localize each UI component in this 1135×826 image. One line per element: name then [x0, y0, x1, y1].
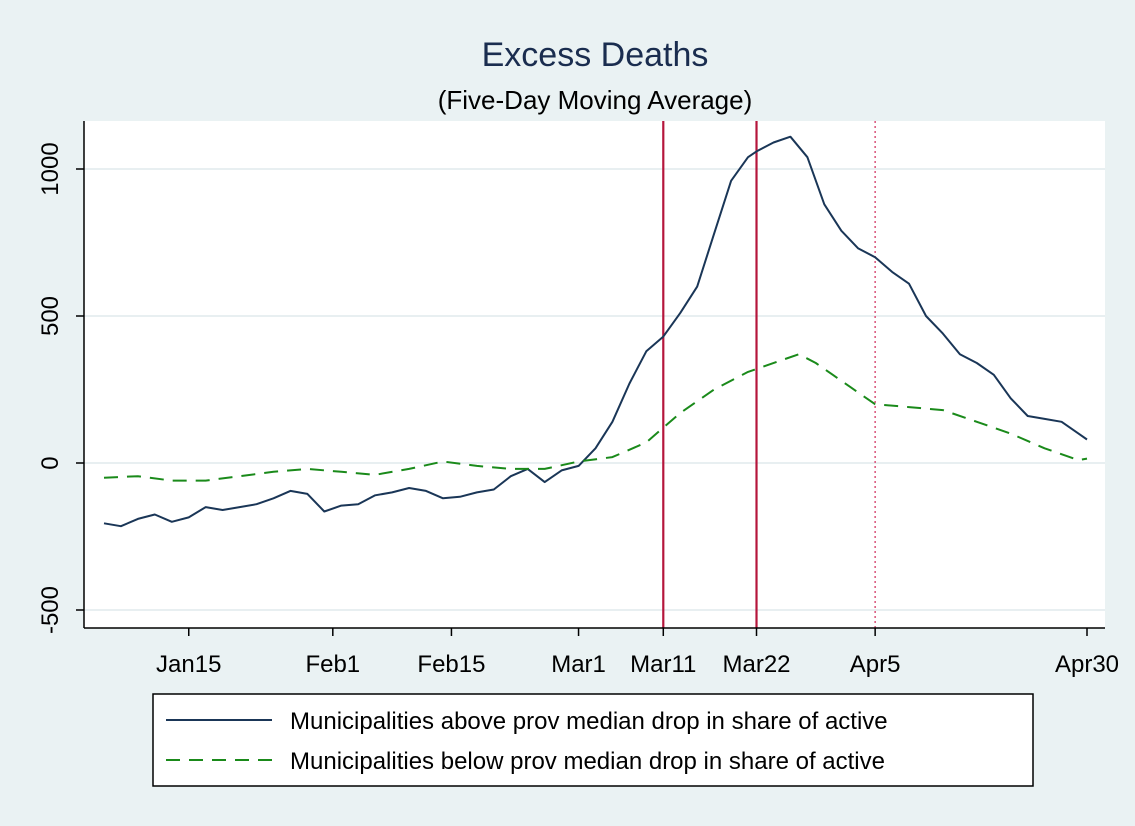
x-axis-ticks: Jan15 Feb1 Feb15 Mar1 Mar11 Mar22 Apr5 Apr30 [156, 628, 1119, 678]
x-tick-label-1: Feb1 [305, 651, 360, 678]
series-lines [103, 135, 1088, 528]
reference-lines [662, 121, 876, 628]
legend-box [152, 693, 1034, 787]
x-tick-label-6: Apr5 [850, 651, 901, 678]
x-tick-label-5: Mar22 [722, 651, 790, 678]
y-tick-label-3: 1000 [37, 142, 64, 195]
legend-label-above: Municipalities above prov median drop in… [290, 708, 888, 735]
x-tick-label-7: Apr30 [1055, 651, 1119, 678]
series-line-0 [103, 135, 1088, 528]
y-tick-label-0: -500 [37, 586, 64, 634]
chart-subtitle: (Five-Day Moving Average) [438, 85, 753, 115]
series-line-1 [103, 353, 1088, 482]
plot-area [84, 121, 1105, 628]
axes [83, 121, 1105, 629]
y-axis-ticks: -500 0 500 1000 [37, 142, 84, 634]
legend-label-below: Municipalities below prov median drop in… [290, 748, 885, 775]
x-tick-label-2: Feb15 [417, 651, 485, 678]
y-tick-label-2: 500 [37, 296, 64, 336]
y-tick-label-1: 0 [37, 456, 64, 469]
legend: Municipalities above prov median drop in… [152, 693, 1034, 787]
grid-lines [84, 168, 1105, 611]
x-tick-label-0: Jan15 [156, 651, 221, 678]
x-tick-label-3: Mar1 [551, 651, 606, 678]
x-tick-label-4: Mar11 [630, 651, 696, 678]
chart-title: Excess Deaths [482, 36, 709, 74]
